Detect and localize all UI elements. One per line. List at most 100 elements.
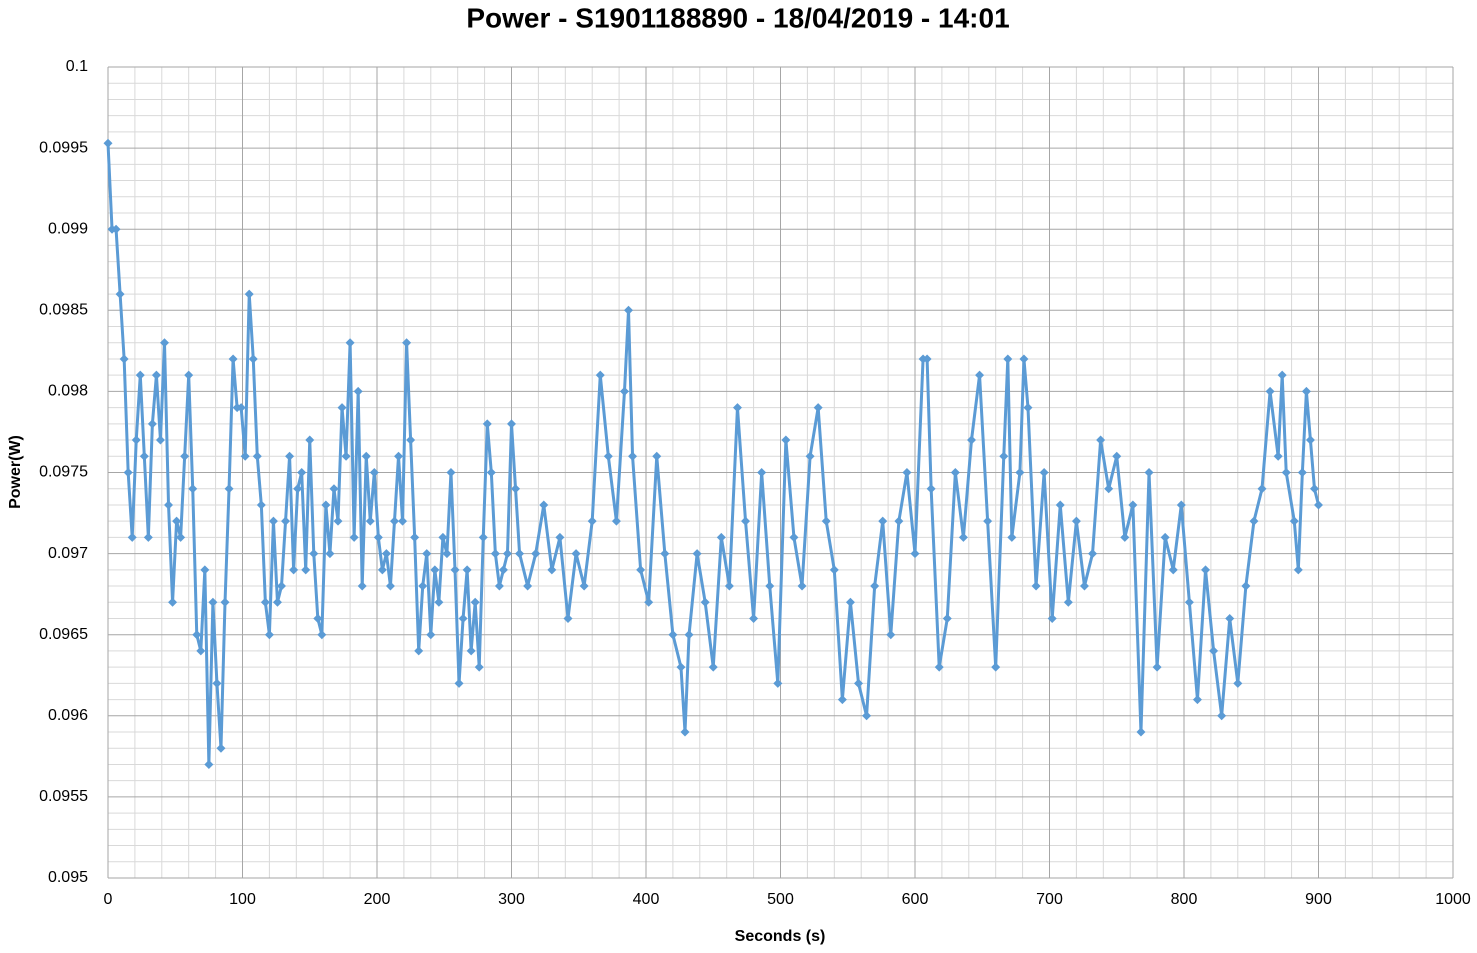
data-point — [321, 500, 331, 510]
data-point — [1144, 468, 1154, 477]
data-point — [458, 613, 468, 623]
data-point — [854, 678, 864, 688]
data-point — [1128, 500, 1138, 510]
data-point — [757, 468, 767, 477]
data-point — [1096, 435, 1106, 445]
data-point — [692, 549, 702, 559]
data-point — [426, 630, 436, 640]
data-point — [264, 630, 274, 640]
data-point — [1273, 451, 1283, 461]
data-point — [668, 630, 678, 640]
data-point — [1104, 484, 1114, 494]
data-point — [301, 565, 311, 575]
data-point — [660, 549, 670, 559]
data-point — [1112, 451, 1122, 461]
data-point — [910, 549, 920, 559]
data-point — [498, 565, 508, 575]
data-point — [555, 532, 565, 542]
data-point — [256, 500, 266, 510]
data-point — [942, 613, 952, 623]
data-point — [1301, 386, 1311, 396]
data-point — [216, 743, 226, 753]
data-point — [402, 338, 412, 348]
data-point — [224, 484, 234, 494]
data-point — [511, 484, 521, 494]
y-tick-label: 0.0985 — [39, 302, 88, 319]
data-point — [159, 338, 169, 348]
data-point — [611, 516, 621, 526]
data-point — [115, 289, 125, 299]
data-point — [151, 370, 161, 380]
data-point — [430, 565, 440, 575]
data-point — [975, 370, 985, 380]
data-point — [155, 435, 165, 445]
data-point — [1305, 435, 1315, 445]
data-point — [252, 451, 262, 461]
data-point — [357, 581, 367, 591]
data-point — [454, 678, 464, 688]
data-point — [228, 354, 238, 364]
data-point — [1031, 581, 1041, 591]
data-point — [1314, 500, 1323, 510]
data-point — [289, 565, 299, 575]
data-point — [377, 565, 387, 575]
data-point — [781, 435, 791, 445]
data-point — [285, 451, 295, 461]
data-point — [381, 549, 391, 559]
data-point — [1047, 613, 1057, 623]
data-point — [1249, 516, 1259, 526]
data-point — [212, 678, 222, 688]
x-tick-label: 100 — [229, 891, 256, 908]
y-tick-label: 0.0965 — [39, 626, 88, 643]
data-point — [1136, 727, 1146, 737]
data-point — [1233, 678, 1243, 688]
x-tick-label: 500 — [767, 891, 794, 908]
data-point — [494, 581, 504, 591]
data-point — [1152, 662, 1162, 672]
data-point — [361, 451, 371, 461]
data-point — [244, 289, 254, 299]
data-point — [438, 532, 448, 542]
data-point — [305, 435, 315, 445]
data-point — [248, 354, 258, 364]
data-point — [587, 516, 597, 526]
data-point — [272, 597, 282, 607]
data-point — [1217, 711, 1227, 721]
data-point — [652, 451, 662, 461]
data-point — [539, 500, 549, 510]
data-point — [700, 597, 710, 607]
data-point — [369, 468, 379, 477]
data-point — [450, 565, 460, 575]
data-point — [1277, 370, 1287, 380]
data-point — [749, 613, 759, 623]
data-point — [531, 549, 541, 559]
data-point — [325, 549, 335, 559]
data-point — [208, 597, 218, 607]
data-point — [1019, 354, 1029, 364]
data-point — [773, 678, 783, 688]
y-tick-label: 0.099 — [48, 220, 88, 237]
x-tick-label: 700 — [1036, 891, 1063, 908]
data-point — [349, 532, 359, 542]
y-tick-label: 0.0995 — [39, 139, 88, 156]
data-point — [1293, 565, 1303, 575]
data-point — [385, 581, 395, 591]
data-point — [507, 419, 516, 429]
data-point — [958, 532, 968, 542]
data-point — [1003, 354, 1013, 364]
data-point — [894, 516, 904, 526]
x-tick-label: 200 — [364, 891, 391, 908]
data-point — [220, 597, 230, 607]
data-point — [329, 484, 339, 494]
data-point — [926, 484, 936, 494]
data-point — [950, 468, 960, 477]
data-point — [724, 581, 734, 591]
data-point — [999, 451, 1009, 461]
data-point — [353, 386, 363, 396]
data-point — [260, 597, 270, 607]
data-point — [410, 532, 420, 542]
data-point — [1201, 565, 1211, 575]
data-point — [1120, 532, 1130, 542]
